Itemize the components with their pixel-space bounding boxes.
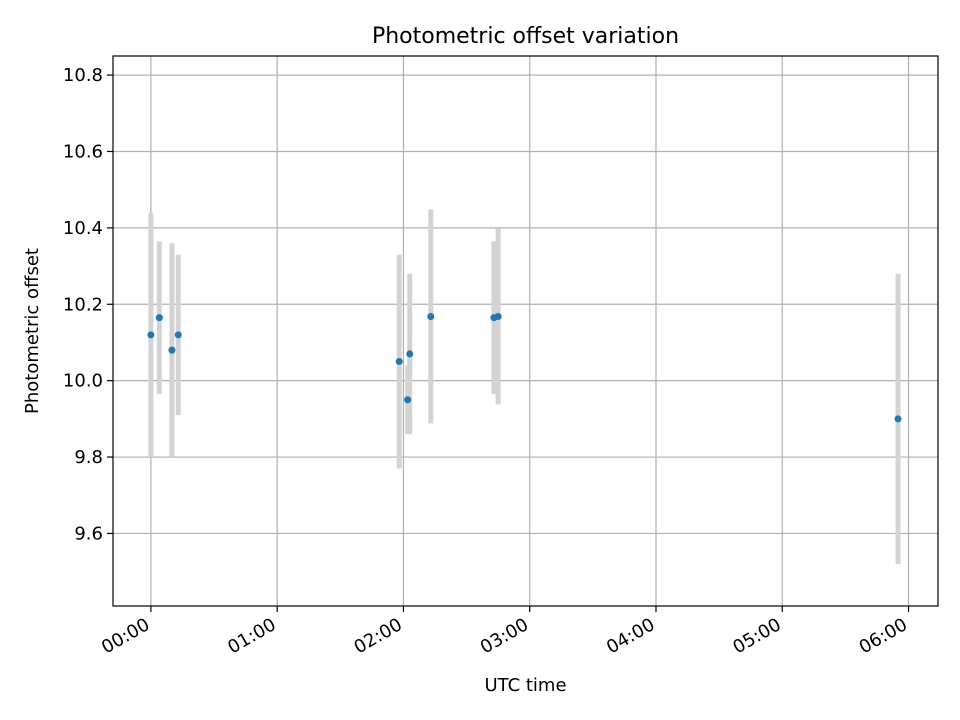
plot-frame xyxy=(112,55,939,607)
x-tick-label: 04:00 xyxy=(603,614,658,658)
chart-title: Photometric offset variation xyxy=(372,24,679,49)
x-axis-ticks: 00:00 01:00 02:00 03:00 04:00 05:00 06:00 xyxy=(98,606,911,658)
y-tick-label: 10.2 xyxy=(63,294,103,315)
data-point xyxy=(427,312,435,320)
x-tick-label: 03:00 xyxy=(477,614,532,658)
y-tick-label: 9.6 xyxy=(74,523,103,544)
data-point xyxy=(168,346,176,354)
grid-lines xyxy=(113,56,938,606)
data-points xyxy=(147,312,902,423)
data-point xyxy=(894,415,902,423)
y-tick-label: 10.8 xyxy=(63,65,103,86)
y-tick-label: 10.6 xyxy=(63,141,103,162)
x-tick-label: 06:00 xyxy=(856,614,911,658)
data-point xyxy=(494,312,502,320)
data-point xyxy=(395,358,403,366)
error-bars xyxy=(148,209,901,564)
data-point xyxy=(155,314,163,322)
y-axis-ticks: 9.6 9.8 10.0 10.2 10.4 10.6 10.8 xyxy=(63,65,113,544)
x-tick-label: 02:00 xyxy=(351,614,406,658)
y-tick-label: 10.4 xyxy=(63,218,103,239)
x-axis-label: UTC time xyxy=(484,675,566,696)
data-point xyxy=(406,350,414,358)
x-tick-label: 05:00 xyxy=(729,614,784,658)
y-axis-label: Photometric offset xyxy=(22,248,43,414)
data-point xyxy=(174,331,182,339)
data-point xyxy=(147,331,155,339)
y-tick-label: 9.8 xyxy=(74,447,103,468)
data-point xyxy=(404,396,412,404)
x-tick-label: 01:00 xyxy=(224,614,279,658)
y-tick-label: 10.0 xyxy=(63,371,103,392)
x-tick-label: 00:00 xyxy=(98,614,153,658)
